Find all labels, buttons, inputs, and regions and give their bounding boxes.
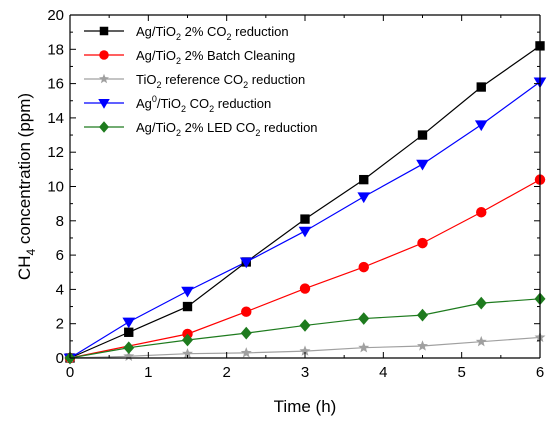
x-tick-label-6: 6 (536, 364, 544, 381)
legend-marker-0 (99, 26, 109, 36)
legend-marker-3 (98, 99, 110, 109)
x-axis-title: Time (h) (274, 397, 337, 416)
legend-label-3: Ag0​/TiO2​ CO2​ reduction (136, 94, 271, 114)
series-line-0 (69, 45, 541, 359)
legend-marker-1 (99, 50, 109, 60)
data-point-s2-3 (240, 347, 252, 358)
legend-label-4: Ag/TiO2​ 2% LED CO2​ reduction (136, 120, 318, 138)
data-point-s2-1 (123, 350, 135, 361)
data-point-s0-6 (417, 130, 428, 140)
x-tick-label-2: 2 (222, 364, 230, 381)
data-point-s3-3 (239, 257, 253, 269)
data-point-s4-7 (475, 296, 487, 310)
y-tick-label-8: 16 (47, 76, 64, 93)
x-tick-label-4: 4 (379, 364, 387, 381)
y-tick-label-2: 4 (56, 281, 64, 298)
data-point-s1-2 (241, 306, 252, 317)
x-tick-label-5: 5 (457, 364, 465, 381)
y-axis-title: CH4 concentration (ppm) (15, 93, 38, 280)
data-point-s3-7 (474, 120, 488, 132)
legend-item-1: Ag/TiO2​ 2% Batch Cleaning (84, 48, 295, 66)
data-point-s3-2 (181, 286, 194, 298)
legend-marker-4 (99, 121, 109, 133)
legend-label-0: Ag/TiO2​ 2% CO2​ reduction (136, 24, 289, 42)
y-tick-label-9: 18 (47, 41, 64, 58)
data-point-s1-5 (417, 237, 428, 249)
y-tick-label-7: 14 (47, 110, 64, 127)
data-point-s2-2 (182, 347, 193, 359)
data-point-s4-4 (299, 319, 311, 332)
legend-item-2: TiO2​ reference CO2​ reduction (84, 72, 305, 90)
data-point-s1-4 (358, 261, 369, 273)
data-point-s2-6 (417, 340, 428, 351)
data-point-s2-5 (358, 341, 370, 353)
data-point-s4-2 (182, 333, 193, 347)
data-point-s0-1 (124, 327, 134, 337)
y-tick-label-5: 10 (47, 179, 64, 196)
y-tick-label-0: 0 (56, 350, 64, 367)
data-point-s3-1 (122, 317, 136, 329)
data-point-s0-7 (476, 82, 486, 92)
legend-label-1: Ag/TiO2​ 2% Batch Cleaning (136, 48, 295, 66)
y-tick-label-4: 8 (56, 213, 64, 230)
y-tick-label-3: 6 (56, 247, 64, 264)
data-point-s0-2 (182, 301, 193, 312)
data-point-s4-5 (358, 312, 370, 325)
data-point-s2-7 (475, 335, 487, 347)
legend: Ag/TiO2​ 2% CO2​ reduction Ag/TiO2​ 2% Ba… (84, 24, 318, 138)
y-tick-label-10: 20 (47, 7, 64, 24)
data-point-s2-4 (299, 345, 311, 356)
data-point-s3-6 (416, 159, 429, 171)
data-point-s0-4 (300, 214, 310, 224)
legend-item-0: Ag/TiO2​ 2% CO2​ reduction (84, 24, 289, 42)
legend-marker-2 (99, 73, 109, 84)
series-line-1 (69, 179, 541, 359)
data-point-s1-3 (299, 283, 311, 294)
y-tick-label-6: 12 (47, 144, 64, 161)
y-tick-label-1: 2 (56, 316, 64, 333)
legend-label-2: TiO2​ reference CO2​ reduction (136, 72, 305, 90)
legend-item-3: Ag0​/TiO2​ CO2​ reduction (84, 94, 271, 114)
data-point-s3-4 (298, 226, 312, 238)
data-point-s3-5 (357, 192, 371, 204)
legend-item-4: Ag/TiO2​ 2% LED CO2​ reduction (84, 120, 318, 138)
data-point-s1-6 (476, 207, 487, 218)
data-point-s4-6 (417, 308, 428, 322)
x-tick-label-3: 3 (301, 364, 309, 381)
data-point-s4-3 (240, 326, 252, 340)
data-point-s0-5 (359, 174, 369, 185)
x-tick-label-0: 0 (66, 364, 74, 381)
data-point-s4-1 (123, 341, 135, 355)
x-tick-label-1: 1 (144, 364, 152, 381)
